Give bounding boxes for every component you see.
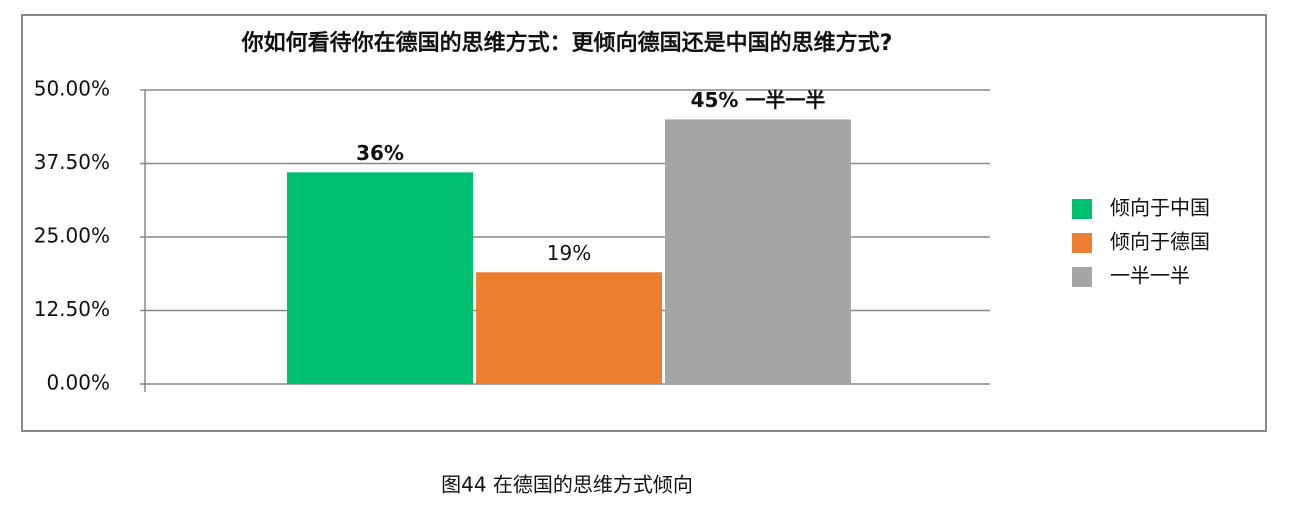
y-tick-label: 37.50% [34, 150, 110, 174]
legend-label: 倾向于中国 [1110, 196, 1210, 220]
bar [665, 119, 851, 385]
chart-title: 你如何看待你在德国的思维方式：更倾向德国还是中国的思维方式? [241, 30, 893, 56]
bar [476, 272, 662, 384]
value-label: 36% [356, 141, 404, 165]
y-tick-label: 50.00% [34, 77, 110, 101]
value-label: 19% [547, 241, 591, 265]
caption: 图44 在德国的思维方式倾向 [441, 473, 693, 497]
legend-swatch [1072, 233, 1092, 253]
y-tick-label: 12.50% [34, 297, 110, 321]
legend-swatch [1072, 267, 1092, 287]
bar [287, 172, 473, 384]
legend-swatch [1072, 199, 1092, 219]
legend-label: 一半一半 [1110, 264, 1190, 288]
y-tick-label: 0.00% [46, 371, 110, 395]
legend-label: 倾向于德国 [1110, 230, 1210, 254]
value-label: 45% 一半一半 [691, 88, 826, 112]
y-tick-label: 25.00% [34, 224, 110, 248]
